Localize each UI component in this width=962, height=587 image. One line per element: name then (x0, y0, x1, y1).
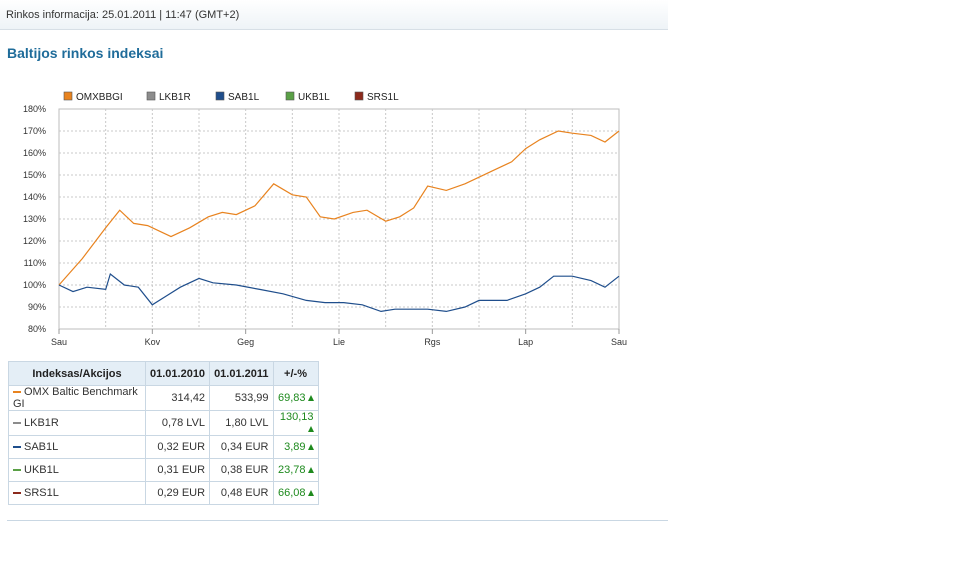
top-info-bar: Rinkos informacija: 25.01.2011 | 11:47 (… (0, 0, 668, 30)
row-change-cell: 23,78 (272, 458, 319, 482)
header-2010: 01.01.2010 (144, 361, 211, 386)
row-value-2011: 1,80 LVL (209, 410, 274, 436)
row-value-2011: 533,99 (209, 385, 274, 411)
series-line-omxbbgi (58, 130, 620, 286)
divider (7, 520, 668, 521)
arrow-up-icon (307, 490, 314, 497)
row-name-cell: SRS1L (8, 481, 146, 505)
row-change: 66,08 (277, 487, 306, 499)
x-tick-label: Geg (237, 337, 254, 347)
arrow-up-icon (307, 467, 314, 474)
row-value-2010: 314,42 (144, 385, 211, 411)
row-value-2011: 0,48 EUR (209, 481, 274, 505)
table-header-row: Indeksas/Akcijos 01.01.2010 01.01.2011 +… (8, 361, 319, 386)
legend-swatch (354, 91, 364, 101)
table-row: LKB1R 0,78 LVL 1,80 LVL 130,13 (8, 410, 319, 436)
legend-label: UKB1L (298, 92, 330, 103)
header-index: Indeksas/Akcijos (8, 361, 146, 386)
row-change-cell: 130,13 (272, 410, 319, 436)
series-color-swatch (13, 492, 21, 495)
legend-label: SAB1L (228, 92, 260, 103)
row-name: OMX Baltic Benchmark GI (13, 386, 138, 410)
x-tick-label: Rgs (424, 337, 441, 347)
x-tick-label: Kov (145, 337, 161, 347)
row-value-2010: 0,29 EUR (144, 481, 211, 505)
row-name-cell: UKB1L (8, 458, 146, 482)
row-name-cell: OMX Baltic Benchmark GI (8, 385, 146, 411)
series-line-sab1l (58, 272, 620, 313)
y-tick-label: 160% (23, 148, 46, 158)
row-change-cell: 3,89 (272, 435, 319, 459)
y-tick-label: 150% (23, 170, 46, 180)
y-tick-label: 110% (24, 258, 46, 268)
row-value-2011: 0,34 EUR (209, 435, 274, 459)
header-change: +/-% (272, 361, 319, 386)
y-tick-label: 100% (23, 280, 46, 290)
table-row: SAB1L 0,32 EUR 0,34 EUR 3,89 (8, 435, 319, 459)
arrow-up-icon (307, 426, 314, 433)
series-color-swatch (13, 422, 21, 425)
market-info-text: Rinkos informacija: 25.01.2011 | 11:47 (… (6, 9, 240, 21)
row-name: UKB1L (24, 464, 59, 476)
y-tick-label: 90% (28, 302, 46, 312)
legend-swatch (146, 91, 156, 101)
x-tick-label: Sau (51, 337, 67, 347)
row-change-cell: 66,08 (272, 481, 319, 505)
row-name-cell: SAB1L (8, 435, 146, 459)
index-chart: 80% 90% 100% 110% 120% 130% 140% 150% 160% 170% 18… (23, 91, 627, 347)
row-value-2010: 0,31 EUR (144, 458, 211, 482)
row-name-cell: LKB1R (8, 410, 146, 436)
series-color-swatch (13, 469, 21, 472)
row-name: LKB1R (24, 417, 59, 429)
legend-swatch (215, 91, 225, 101)
legend-swatch (63, 91, 73, 101)
y-tick-label: 170% (23, 126, 46, 136)
row-change-cell: 69,83 (272, 385, 319, 411)
y-tick-label: 80% (28, 324, 46, 334)
row-name: SAB1L (24, 441, 59, 453)
y-tick-label: 130% (23, 214, 46, 224)
table-row: SRS1L 0,29 EUR 0,48 EUR 66,08 (8, 481, 319, 505)
series-color-swatch (13, 446, 21, 449)
y-tick-label: 140% (23, 192, 46, 202)
legend-label: LKB1R (159, 92, 191, 103)
arrow-up-icon (307, 395, 314, 402)
legend-label: OMXBBGI (76, 92, 123, 103)
arrow-up-icon (307, 444, 314, 451)
row-value-2010: 0,78 LVL (144, 410, 211, 436)
table-row: UKB1L 0,31 EUR 0,38 EUR 23,78 (8, 458, 319, 482)
legend-label: SRS1L (367, 92, 399, 103)
x-tick-label: Lap (518, 337, 533, 347)
row-change: 3,89 (284, 441, 306, 453)
legend-swatch (285, 91, 295, 101)
header-2011: 01.01.2011 (209, 361, 274, 386)
y-tick-label: 120% (23, 236, 46, 246)
series-color-swatch (13, 391, 21, 394)
index-table: Indeksas/Akcijos 01.01.2010 01.01.2011 +… (8, 361, 319, 505)
row-change: 69,83 (277, 392, 306, 404)
table-row: OMX Baltic Benchmark GI 314,42 533,99 69… (8, 385, 319, 411)
page-title: Baltijos rinkos indeksai (7, 45, 164, 61)
x-tick-label: Lie (333, 337, 345, 347)
x-tick-label: Sau (611, 337, 627, 347)
row-value-2011: 0,38 EUR (209, 458, 274, 482)
row-change: 130,13 (279, 411, 314, 423)
row-change: 23,78 (277, 464, 306, 476)
row-value-2010: 0,32 EUR (144, 435, 211, 459)
row-name: SRS1L (24, 487, 59, 499)
y-tick-label: 180% (23, 104, 46, 114)
